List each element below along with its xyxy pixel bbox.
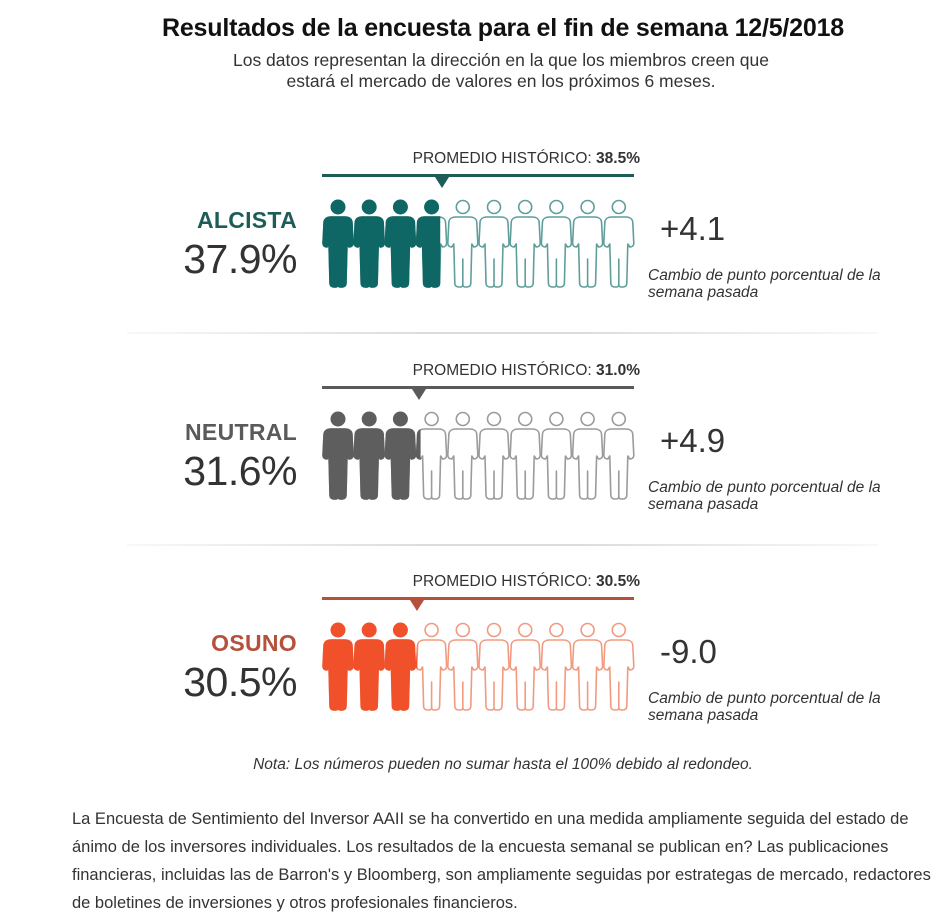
weekly-change-caption: Cambio de punto porcentual de la semana …	[648, 479, 881, 513]
person-icon	[602, 411, 635, 500]
weekly-change-caption: Cambio de punto porcentual de la semana …	[648, 690, 881, 724]
section-divider	[127, 332, 878, 334]
person-icon	[602, 622, 635, 711]
person-icon-filled	[384, 622, 417, 711]
section-divider	[127, 544, 878, 546]
category-label: NEUTRAL	[185, 419, 297, 445]
person-icon	[509, 622, 541, 711]
person-icon-filled	[415, 199, 441, 288]
weekly-change-value: -9.0	[660, 633, 717, 670]
historical-average-label: PROMEDIO HISTÓRICO: 30.5%	[322, 573, 640, 591]
weekly-change-value: +4.1	[660, 210, 726, 247]
person-icon	[478, 199, 510, 288]
page-title: Resultados de la encuesta para el fin de…	[162, 14, 844, 42]
person-icon	[447, 199, 479, 288]
historical-average-marker	[410, 600, 425, 611]
historical-average-label: PROMEDIO HISTÓRICO: 31.0%	[322, 362, 640, 380]
person-icon-filled	[353, 199, 385, 288]
filled-figures	[322, 199, 441, 288]
person-icon-filled	[415, 429, 421, 460]
person-icon-filled	[384, 411, 417, 500]
weekly-change-value: +4.9	[660, 422, 726, 459]
pictogram-svg	[322, 622, 635, 711]
person-icon-filled	[322, 411, 354, 500]
filled-figures	[322, 411, 421, 500]
historical-average-value: 38.5%	[596, 150, 640, 167]
pictogram-svg	[322, 199, 635, 288]
person-icon-filled	[384, 199, 417, 288]
person-pictogram	[322, 410, 636, 500]
person-icon	[478, 622, 510, 711]
person-icon	[509, 411, 541, 500]
person-pictogram	[322, 621, 636, 711]
historical-average-prefix: PROMEDIO HISTÓRICO:	[412, 150, 597, 167]
person-icon-filled	[353, 411, 385, 500]
person-icon	[540, 622, 573, 711]
weekly-change-caption: Cambio de punto porcentual de la semana …	[648, 267, 881, 301]
person-icon-filled	[322, 199, 354, 288]
person-icon	[447, 622, 479, 711]
historical-average-bar	[322, 386, 634, 389]
page-subtitle: Los datos representan la dirección en la…	[0, 50, 949, 92]
person-icon	[415, 411, 448, 500]
sentiment-section-neutral: PROMEDIO HISTÓRICO: 31.0% NEUTRAL 31.6% …	[0, 362, 949, 562]
person-icon-filled	[415, 643, 418, 670]
historical-average-prefix: PROMEDIO HISTÓRICO:	[412, 362, 597, 379]
person-icon	[602, 199, 635, 288]
pictogram-svg	[322, 411, 635, 500]
filled-figures	[322, 622, 418, 711]
subtitle-line-1: Los datos representan la dirección en la…	[232, 50, 769, 70]
sentiment-section-bullish: PROMEDIO HISTÓRICO: 38.5% ALCISTA 37.9% …	[0, 150, 949, 350]
historical-average-prefix: PROMEDIO HISTÓRICO:	[412, 573, 597, 590]
person-icon	[415, 622, 448, 711]
historical-average-value: 30.5%	[596, 573, 640, 590]
person-icon	[571, 411, 604, 500]
person-icon	[540, 199, 573, 288]
person-icon	[571, 622, 604, 711]
category-percentage: 31.6%	[183, 448, 297, 494]
category-label: ALCISTA	[196, 207, 297, 233]
person-icon-filled	[322, 622, 354, 711]
person-icon	[540, 411, 573, 500]
sentiment-section-bearish: PROMEDIO HISTÓRICO: 30.5% OSUNO 30.5% -9…	[0, 573, 949, 773]
subtitle-line-2: estará el mercado de valores en los próx…	[286, 71, 716, 91]
category-percentage: 37.9%	[183, 236, 297, 282]
category-label: OSUNO	[211, 630, 297, 656]
person-icon	[571, 199, 604, 288]
historical-average-value: 31.0%	[596, 362, 640, 379]
historical-average-bar	[322, 174, 634, 177]
rounding-note: Nota: Los números pueden no sumar hasta …	[253, 756, 753, 773]
historical-average-marker	[435, 177, 450, 188]
historical-average-marker	[411, 389, 426, 400]
historical-average-bar	[322, 597, 634, 600]
person-icon-filled	[353, 622, 385, 711]
person-icon	[447, 411, 479, 500]
person-icon	[478, 411, 510, 500]
historical-average-label: PROMEDIO HISTÓRICO: 38.5%	[322, 150, 640, 168]
category-percentage: 30.5%	[183, 659, 297, 705]
survey-description: La Encuesta de Sentimiento del Inversor …	[72, 810, 931, 912]
person-pictogram	[322, 198, 636, 288]
person-icon	[509, 199, 541, 288]
